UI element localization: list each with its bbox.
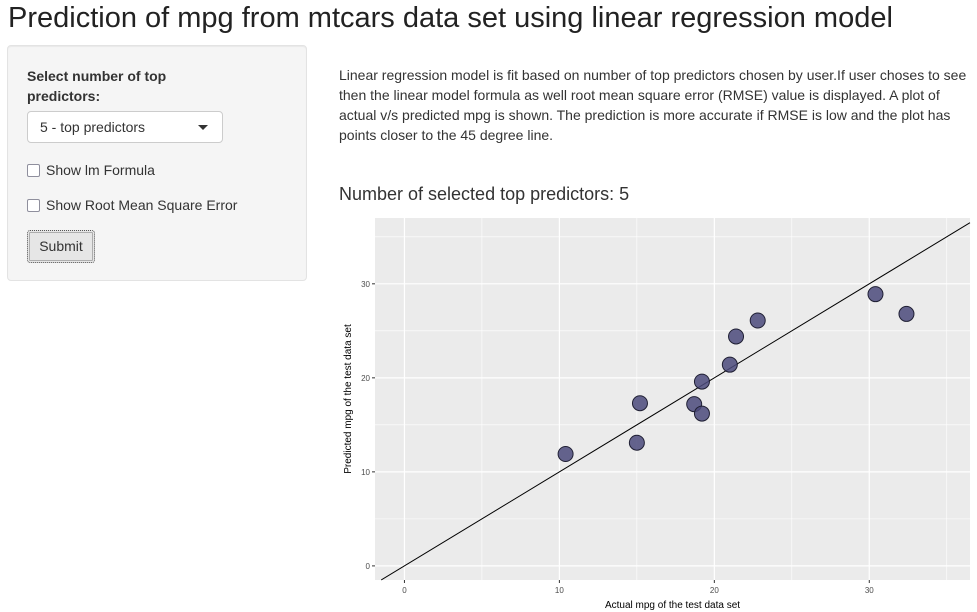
- reference-line-45-degree: [380, 222, 971, 581]
- predictor-select-label: Select number of top predictors:: [27, 68, 167, 104]
- predictor-count-value: 5 - top predictors: [40, 119, 146, 135]
- y-tick-label: 30: [361, 280, 370, 289]
- show-lm-formula-label[interactable]: Show lm Formula: [46, 162, 155, 178]
- show-rmse-checkbox[interactable]: [27, 199, 40, 212]
- sidebar-panel: Select number of top predictors: 5 - top…: [7, 45, 307, 281]
- plot-panel: [375, 218, 970, 580]
- data-point: [557, 446, 574, 463]
- y-tick-label: 0: [366, 562, 371, 571]
- y-axis-label: Predicted mpg of the test data set: [343, 324, 354, 474]
- submit-button[interactable]: Submit: [27, 230, 95, 263]
- selected-predictors-heading: Number of selected top predictors: 5: [339, 184, 630, 204]
- page-title: Prediction of mpg from mtcars data set u…: [8, 2, 893, 34]
- actual-vs-predicted-plot: 0 10 20 30 0 10 20 30 Actual mpg of the test da…: [343, 218, 971, 611]
- data-point: [898, 305, 915, 322]
- data-point: [728, 328, 745, 345]
- predictor-count-select[interactable]: 5 - top predictors: [27, 111, 223, 143]
- show-lm-formula-checkbox[interactable]: [27, 164, 40, 177]
- data-point: [693, 373, 710, 390]
- x-tick-label: 0: [402, 586, 407, 595]
- data-point: [628, 434, 645, 451]
- data-point: [867, 286, 884, 303]
- x-axis-label: Actual mpg of the test data set: [605, 600, 740, 611]
- caret-down-icon: [198, 125, 208, 130]
- x-tick-label: 30: [865, 586, 874, 595]
- y-tick-label: 10: [361, 468, 370, 477]
- data-point: [721, 356, 738, 373]
- data-point: [631, 395, 648, 412]
- data-point: [749, 312, 766, 329]
- x-tick-label: 20: [710, 586, 719, 595]
- show-rmse-label[interactable]: Show Root Mean Square Error: [46, 197, 238, 213]
- data-point: [693, 405, 710, 422]
- description-text: Linear regression model is fit based on …: [339, 67, 967, 143]
- y-tick-label: 20: [361, 374, 370, 383]
- x-tick-label: 10: [555, 586, 564, 595]
